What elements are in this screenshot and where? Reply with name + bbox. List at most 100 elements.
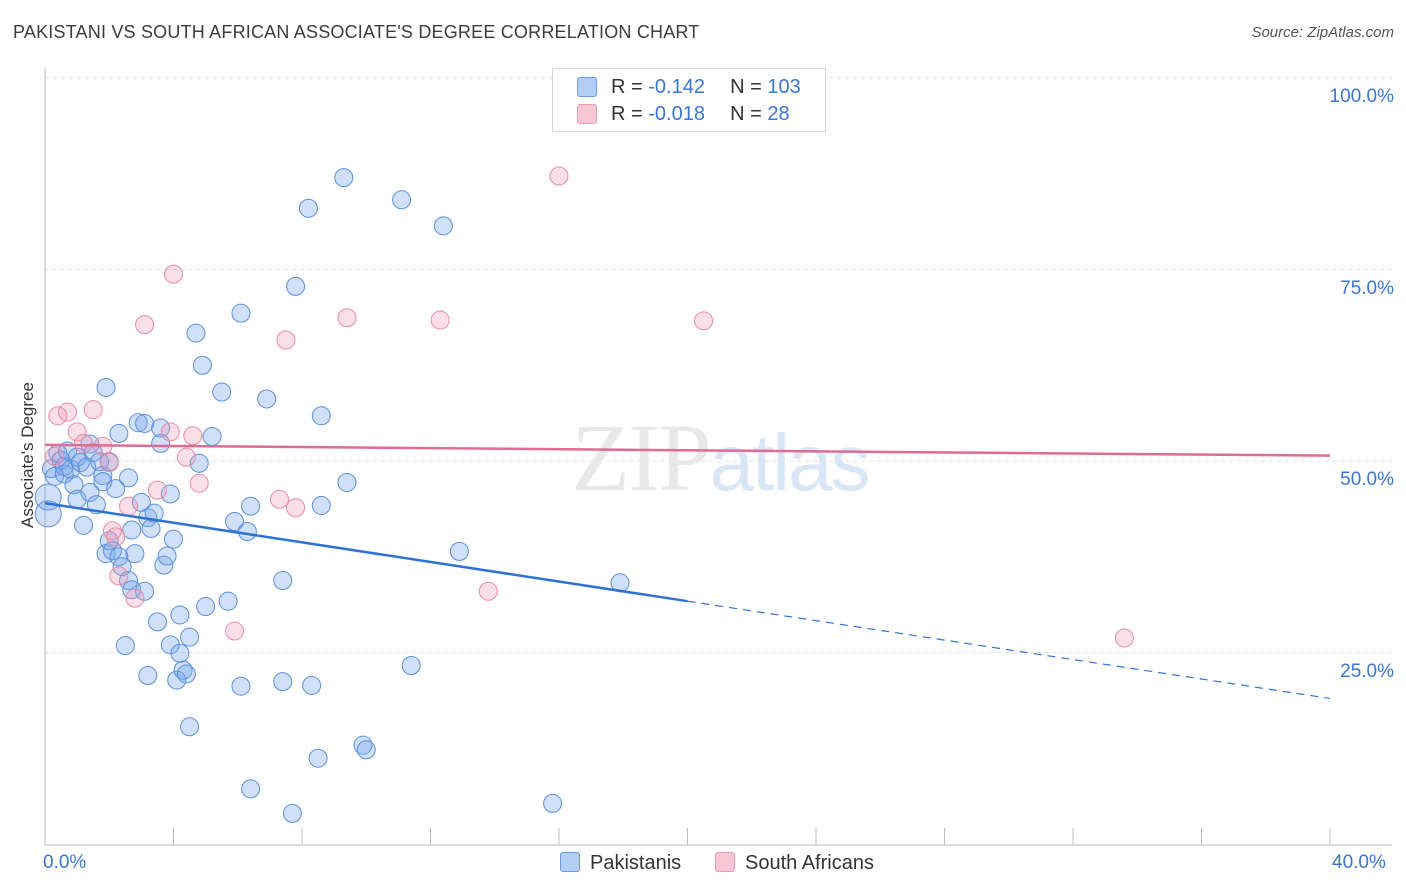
pakistani-point <box>186 323 206 343</box>
pakistani-point <box>96 377 116 397</box>
pakistani-point <box>77 457 97 477</box>
pakistani-point <box>192 355 212 375</box>
pakistani-point <box>122 520 142 540</box>
south-african-point <box>286 498 306 518</box>
pakistani-point <box>125 544 145 564</box>
south-african-point <box>1114 628 1134 648</box>
south-african-point <box>176 447 196 467</box>
legend-label: South Africans <box>745 852 874 874</box>
pakistani-trend-line <box>44 501 688 603</box>
pakistani-point <box>147 612 167 632</box>
pakistani-point <box>74 515 94 535</box>
south-african-point <box>48 406 68 426</box>
legend-swatch-pink <box>577 104 597 124</box>
pakistani-point <box>109 423 129 443</box>
bottom-legend-pakistanis: Pakistanis <box>560 852 681 875</box>
south-african-point <box>183 426 203 446</box>
pakistani-point <box>308 748 328 768</box>
pakistani-point <box>128 413 148 433</box>
legend-n-value: 28 <box>767 103 790 125</box>
legend-r-value: -0.142 <box>648 76 705 98</box>
south-african-point <box>106 527 126 547</box>
x-tick-label-min: 0.0% <box>43 852 87 873</box>
pakistani-point <box>138 665 158 685</box>
south-african-point <box>109 566 129 586</box>
pakistani-point <box>80 482 100 502</box>
south-african-point <box>135 315 155 335</box>
correlation-legend: R = -0.142 N = 103 R = -0.018 N = 28 <box>552 68 826 132</box>
pakistani-point <box>64 475 84 495</box>
pakistani-point <box>170 605 190 625</box>
legend-label: Pakistanis <box>590 852 682 874</box>
pakistani-point <box>141 518 161 538</box>
pakistani-point <box>135 581 155 601</box>
pakistani-point <box>237 521 257 541</box>
pakistani-point <box>176 664 196 684</box>
pakistani-point <box>298 198 318 218</box>
south-african-point <box>337 308 357 328</box>
pakistani-point <box>106 479 126 499</box>
pakistani-point <box>160 484 180 504</box>
legend-swatch-blue <box>560 852 580 872</box>
pakistani-point <box>231 676 251 696</box>
pakistani-point <box>241 779 261 799</box>
pakistani-point <box>189 453 209 473</box>
south-african-point <box>125 588 145 608</box>
south-african-point <box>45 446 65 466</box>
pakistani-point <box>167 670 187 690</box>
pakistani-trend-extension <box>687 600 1331 700</box>
south-african-point <box>549 166 569 186</box>
south-african-point <box>74 433 94 453</box>
pakistani-point <box>311 495 331 515</box>
legend-r-value: -0.018 <box>648 103 705 125</box>
source-label: Source: ZipAtlas.com <box>1251 24 1394 41</box>
pakistani-point <box>273 570 293 590</box>
pakistani-point <box>257 389 277 409</box>
south-african-point <box>83 400 103 420</box>
axes <box>44 68 1392 846</box>
y-tick-label: 25.0% <box>1340 660 1394 682</box>
pakistani-point <box>356 740 376 760</box>
pakistani-point <box>433 216 453 236</box>
y-tick-label: 100.0% <box>1329 86 1394 107</box>
pakistani-point <box>218 591 238 611</box>
south-african-point <box>478 581 498 601</box>
pakistani-point <box>170 643 190 663</box>
pakistani-point <box>144 503 164 523</box>
bottom-legend-south-africans: South Africans <box>715 852 874 875</box>
legend-swatch-pink <box>715 852 735 872</box>
south-african-point <box>119 496 139 516</box>
pakistani-point <box>164 529 183 549</box>
south-african-point <box>57 402 77 422</box>
pakistani-point <box>180 717 200 737</box>
pakistani-point <box>231 303 251 323</box>
trend-lines <box>44 443 1331 700</box>
y-tick-label: 50.0% <box>1340 469 1394 490</box>
pakistani-point <box>282 803 302 823</box>
legend-swatch-blue <box>577 77 597 97</box>
pakistani-point <box>135 413 155 433</box>
south-african-point <box>147 480 167 500</box>
south-african-point <box>276 330 296 350</box>
south-african-point <box>189 473 209 493</box>
y-axis-label: Associate's Degree <box>18 382 37 528</box>
pakistani-point <box>449 541 469 561</box>
chart-title: PAKISTANI VS SOUTH AFRICAN ASSOCIATE'S D… <box>13 22 700 42</box>
south-african-point <box>270 489 290 509</box>
pakistani-point <box>392 190 412 210</box>
pakistani-point <box>157 546 177 566</box>
legend-n-label: N = <box>730 76 768 98</box>
pakistani-point <box>61 459 81 479</box>
pakistani-point <box>286 276 306 296</box>
south-african-point <box>430 310 450 330</box>
south-african-point <box>225 621 245 641</box>
south-african-point <box>102 521 122 541</box>
legend-r-label: R = <box>611 103 649 125</box>
pakistani-point <box>241 496 261 516</box>
pakistani-point <box>34 500 62 528</box>
x-tick-label-max: 40.0% <box>1332 852 1386 873</box>
south-african-point <box>694 311 714 331</box>
south-african-trend-line <box>44 443 1331 457</box>
pakistani-point <box>160 635 180 655</box>
